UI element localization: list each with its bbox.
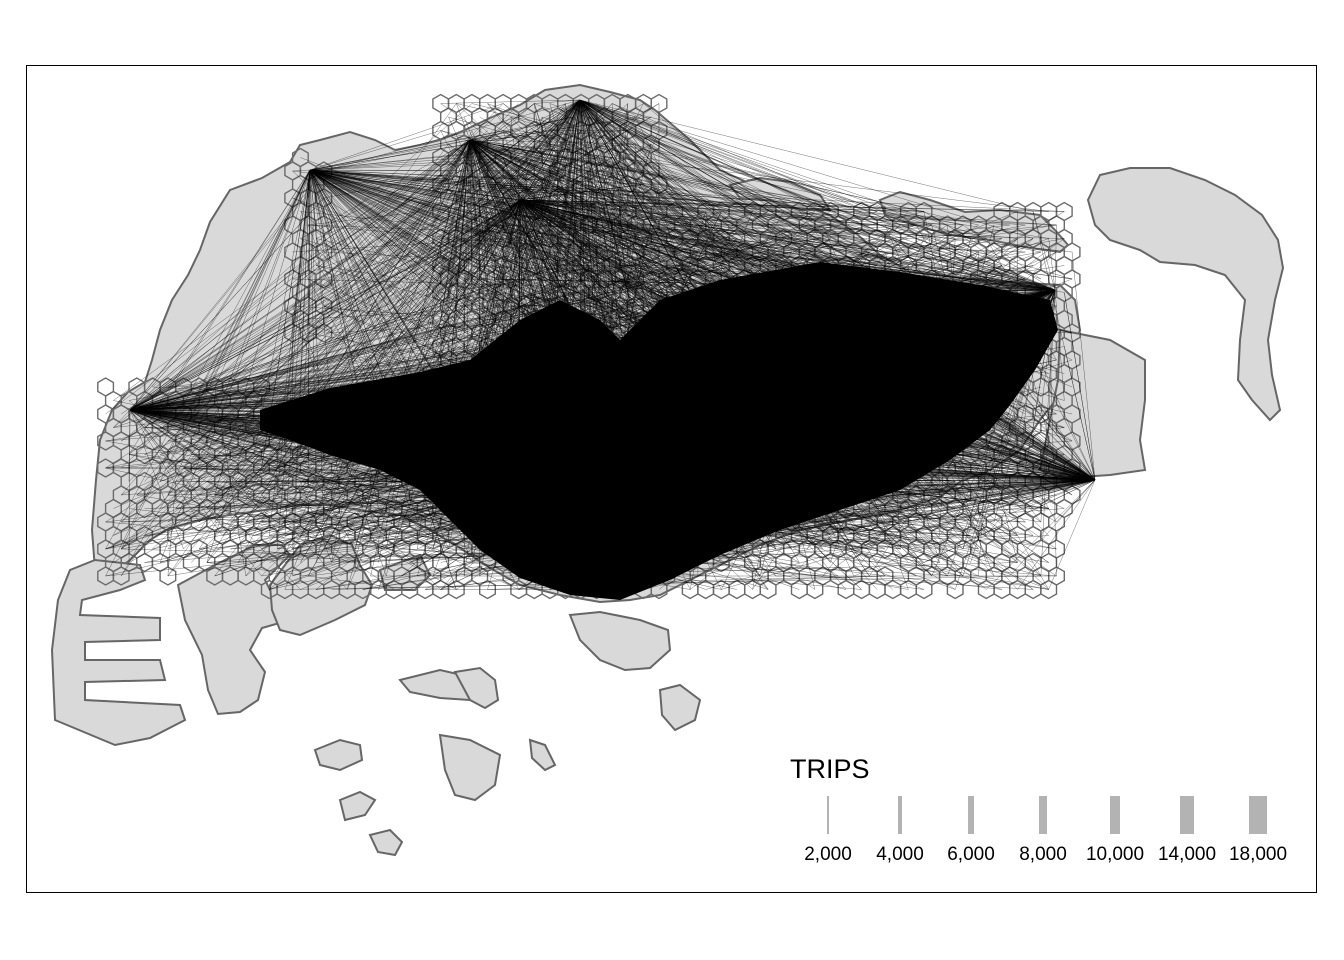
hexagon-cell: [806, 579, 824, 600]
legend-label: 2,000: [804, 844, 852, 865]
legend-bar: [827, 796, 829, 834]
south-island-8: [658, 683, 702, 732]
legend-label: 6,000: [947, 844, 995, 865]
south-island-6: [368, 828, 404, 857]
changi-reclaim: [1038, 328, 1147, 480]
hexagon-cell: [1024, 525, 1042, 546]
hexagon-cell: [479, 579, 496, 600]
legend-label: 18,000: [1228, 844, 1288, 865]
legend-label: 10,000: [1085, 844, 1145, 865]
hexagon-cell: [159, 566, 177, 586]
hexagon-cell: [112, 566, 130, 586]
south-island-5: [338, 790, 377, 822]
hexagon-cell: [759, 579, 777, 600]
hexagon-cell: [915, 579, 933, 600]
dense-flow-core: [260, 262, 1058, 600]
hexagon-cell: [1040, 579, 1058, 600]
legend-bar: [968, 796, 974, 834]
legend: [827, 796, 1267, 834]
legend-label: 4,000: [876, 844, 924, 865]
legend-bar: [1110, 796, 1120, 834]
legend-label: 8,000: [1019, 844, 1067, 865]
legend-bar: [898, 796, 902, 834]
legend-bar: [1249, 796, 1267, 834]
legend-bar: [1180, 796, 1194, 834]
legend-title: TRIPS: [790, 754, 870, 784]
south-island-7: [528, 738, 557, 772]
south-island-3: [438, 733, 502, 802]
south-island-2: [453, 666, 500, 710]
legend-bar: [1039, 796, 1047, 834]
legend-label: 14,000: [1157, 844, 1217, 865]
south-island-4: [313, 738, 364, 772]
pulau-tekong: [1086, 167, 1285, 422]
sentosa-island: [568, 610, 672, 672]
tuas-land: [50, 558, 187, 747]
